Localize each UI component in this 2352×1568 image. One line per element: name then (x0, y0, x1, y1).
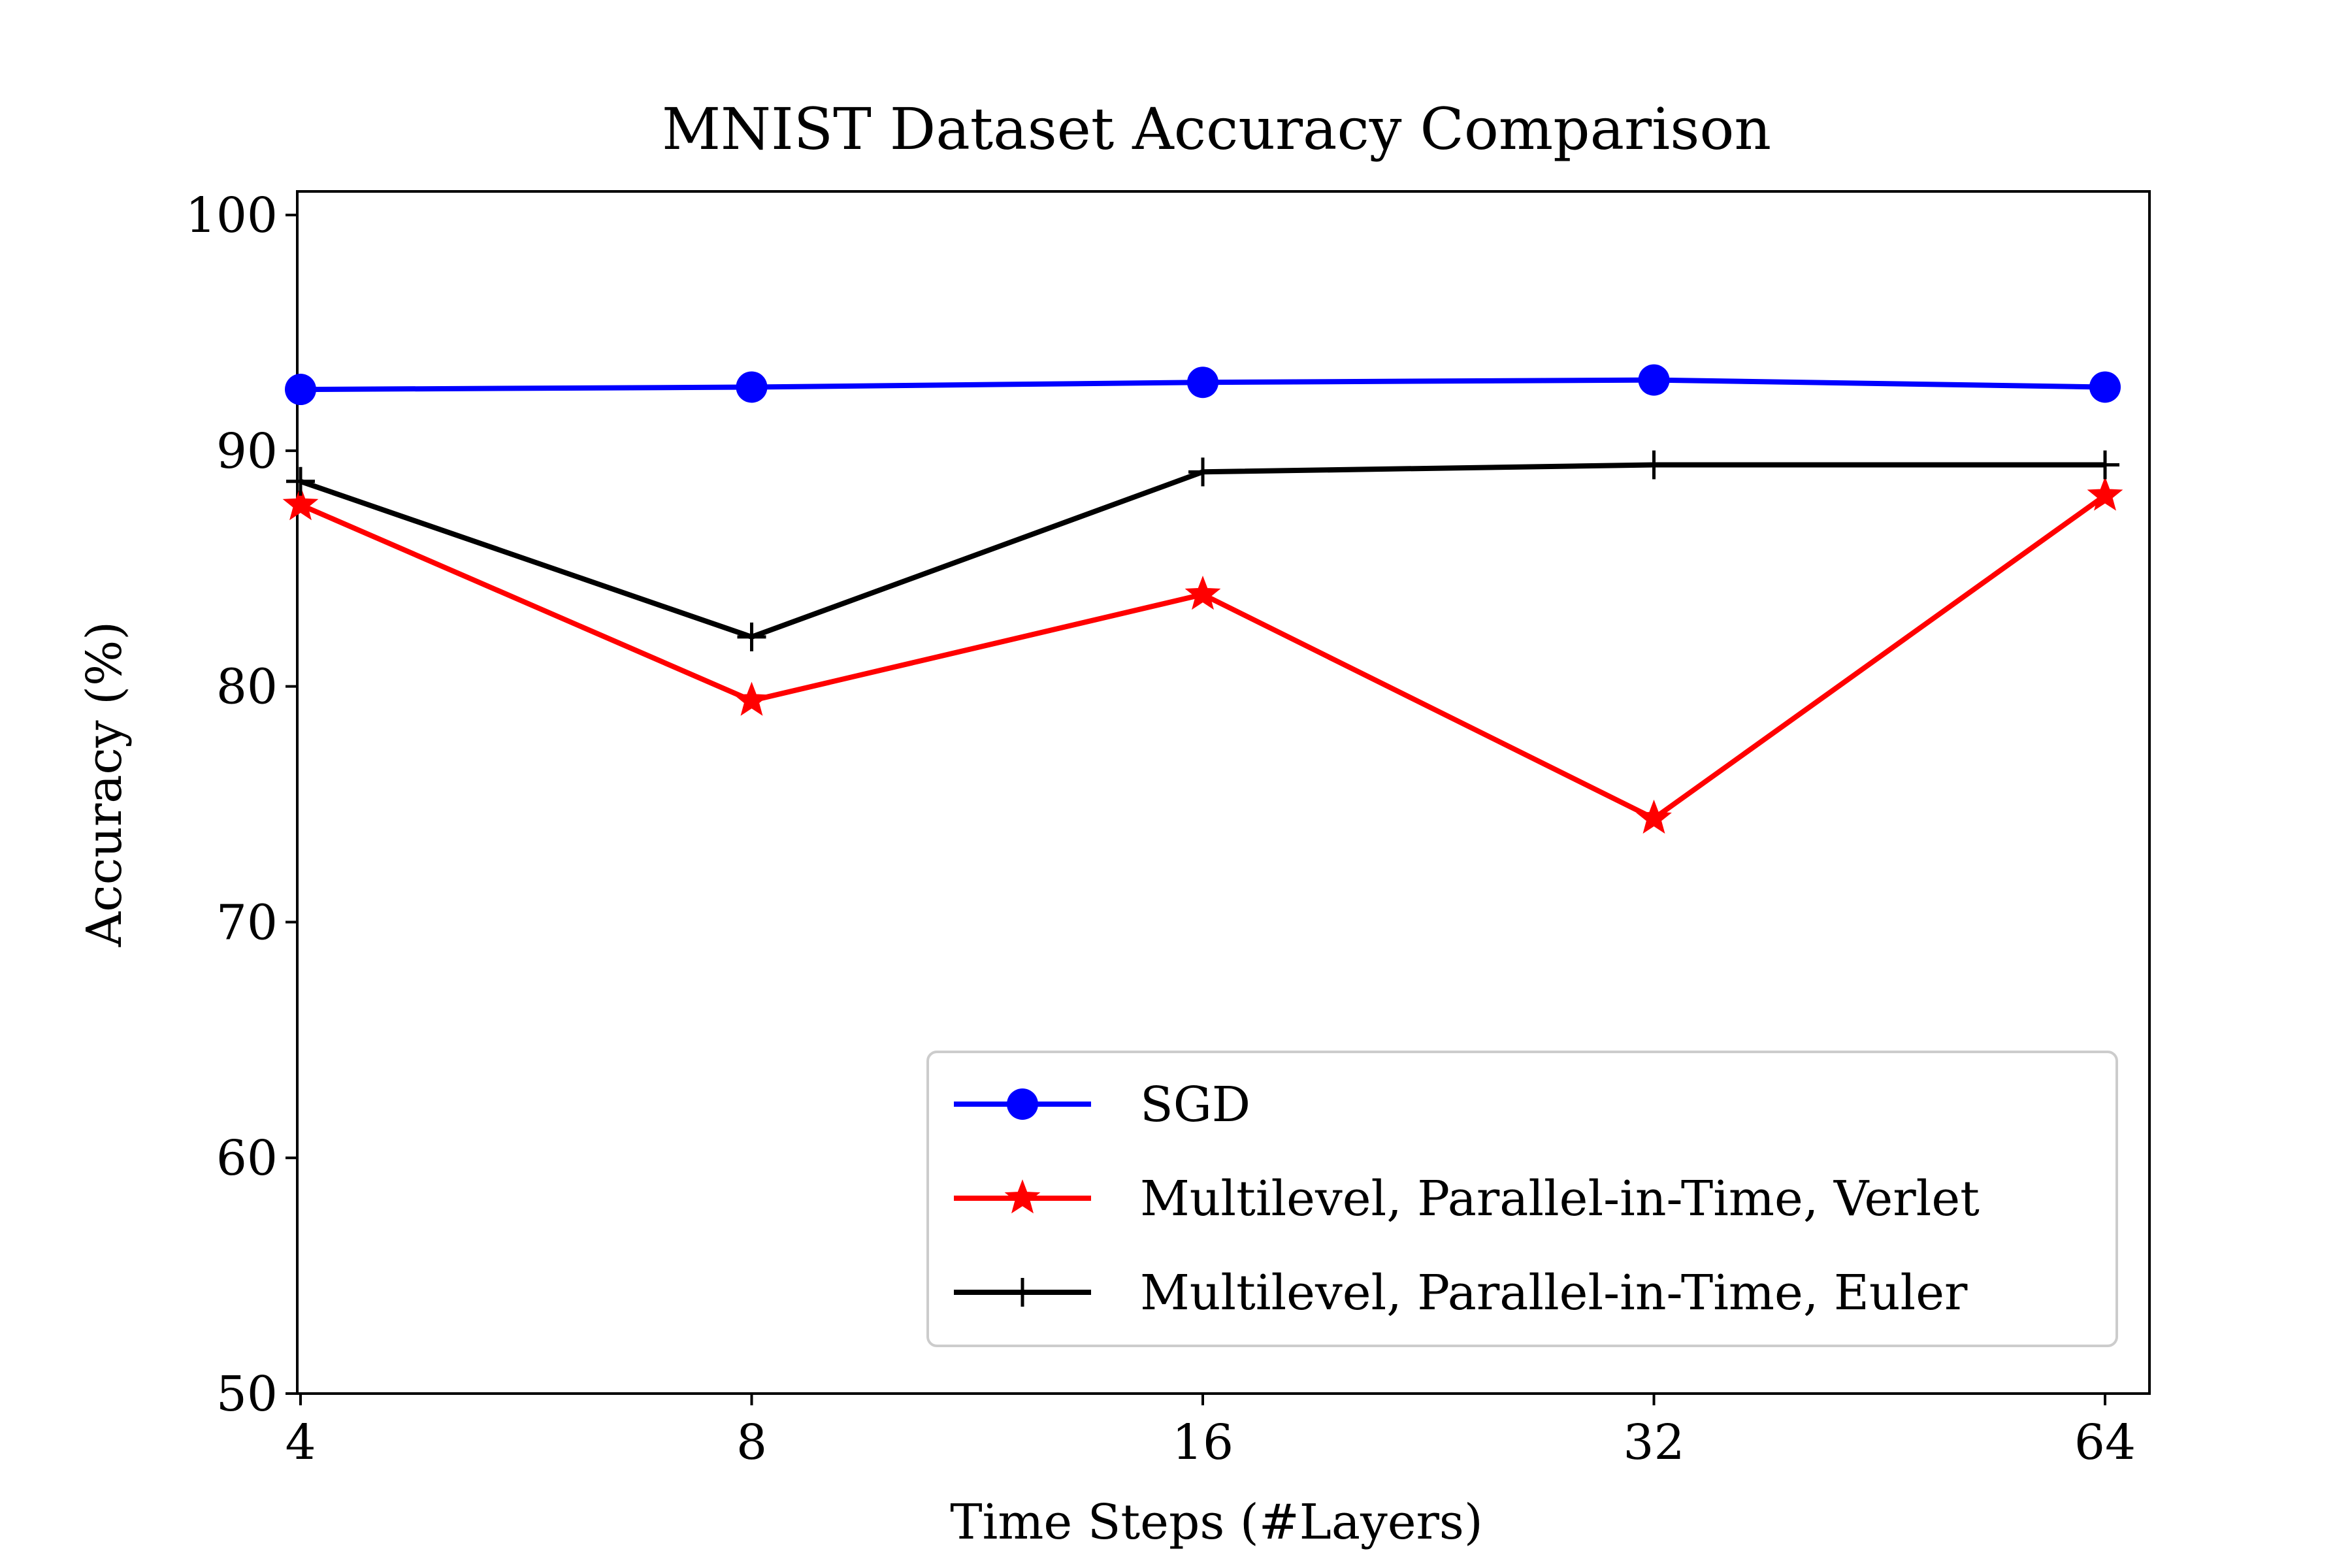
legend-label: SGD (1140, 1077, 1250, 1133)
data-point-series-2 (282, 485, 319, 521)
legend-marker (1008, 1278, 1037, 1307)
data-point-series-2 (734, 681, 770, 716)
y-tick-label: 80 (216, 659, 278, 715)
plot-frame (296, 190, 2151, 1395)
y-tick-label: 60 (216, 1130, 278, 1186)
x-tick-label: 64 (2074, 1414, 2136, 1471)
data-point-series-1 (1638, 364, 1670, 396)
x-tick-label: 4 (285, 1414, 316, 1471)
y-tick-label: 90 (216, 423, 278, 480)
legend: SGD Multilevel, Parallel-in-Time, Verlet M… (926, 1051, 2118, 1347)
data-point-series-3 (286, 466, 315, 496)
data-point-series-2 (1636, 799, 1672, 834)
data-point-series-1 (1187, 367, 1218, 399)
y-tick-label: 100 (186, 188, 278, 244)
x-tick-label: 8 (736, 1414, 767, 1471)
legend-box (926, 1051, 2118, 1347)
y-axis-label: Accuracy (%) (76, 621, 133, 947)
y-tick-label: 70 (216, 894, 278, 951)
data-point-series-3 (1188, 457, 1217, 487)
data-point-series-1 (736, 371, 768, 403)
x-tick-label: 16 (1172, 1414, 1233, 1471)
data-point-series-3 (737, 622, 766, 651)
data-point-series-1 (285, 374, 316, 406)
chart-title: MNIST Dataset Accuracy Comparison (662, 95, 1771, 163)
data-point-series-1 (2089, 371, 2121, 403)
data-point-series-3 (2091, 450, 2119, 480)
data-point-series-2 (2087, 476, 2123, 511)
y-tick-label: 50 (216, 1366, 278, 1422)
legend-label: Multilevel, Parallel-in-Time, Euler (1140, 1265, 1968, 1321)
x-axis-label: Time Steps (#Layers) (950, 1494, 1483, 1550)
legend-label: Multilevel, Parallel-in-Time, Verlet (1140, 1171, 1980, 1227)
legend-marker (1007, 1088, 1038, 1120)
data-point-series-2 (1184, 576, 1221, 610)
x-tick-label: 32 (1623, 1414, 1684, 1471)
legend-marker (1004, 1179, 1041, 1214)
data-point-series-3 (1639, 450, 1669, 480)
plot-area: 50 60 70 80 90 100 4 8 16 32 64 (186, 188, 2151, 1471)
